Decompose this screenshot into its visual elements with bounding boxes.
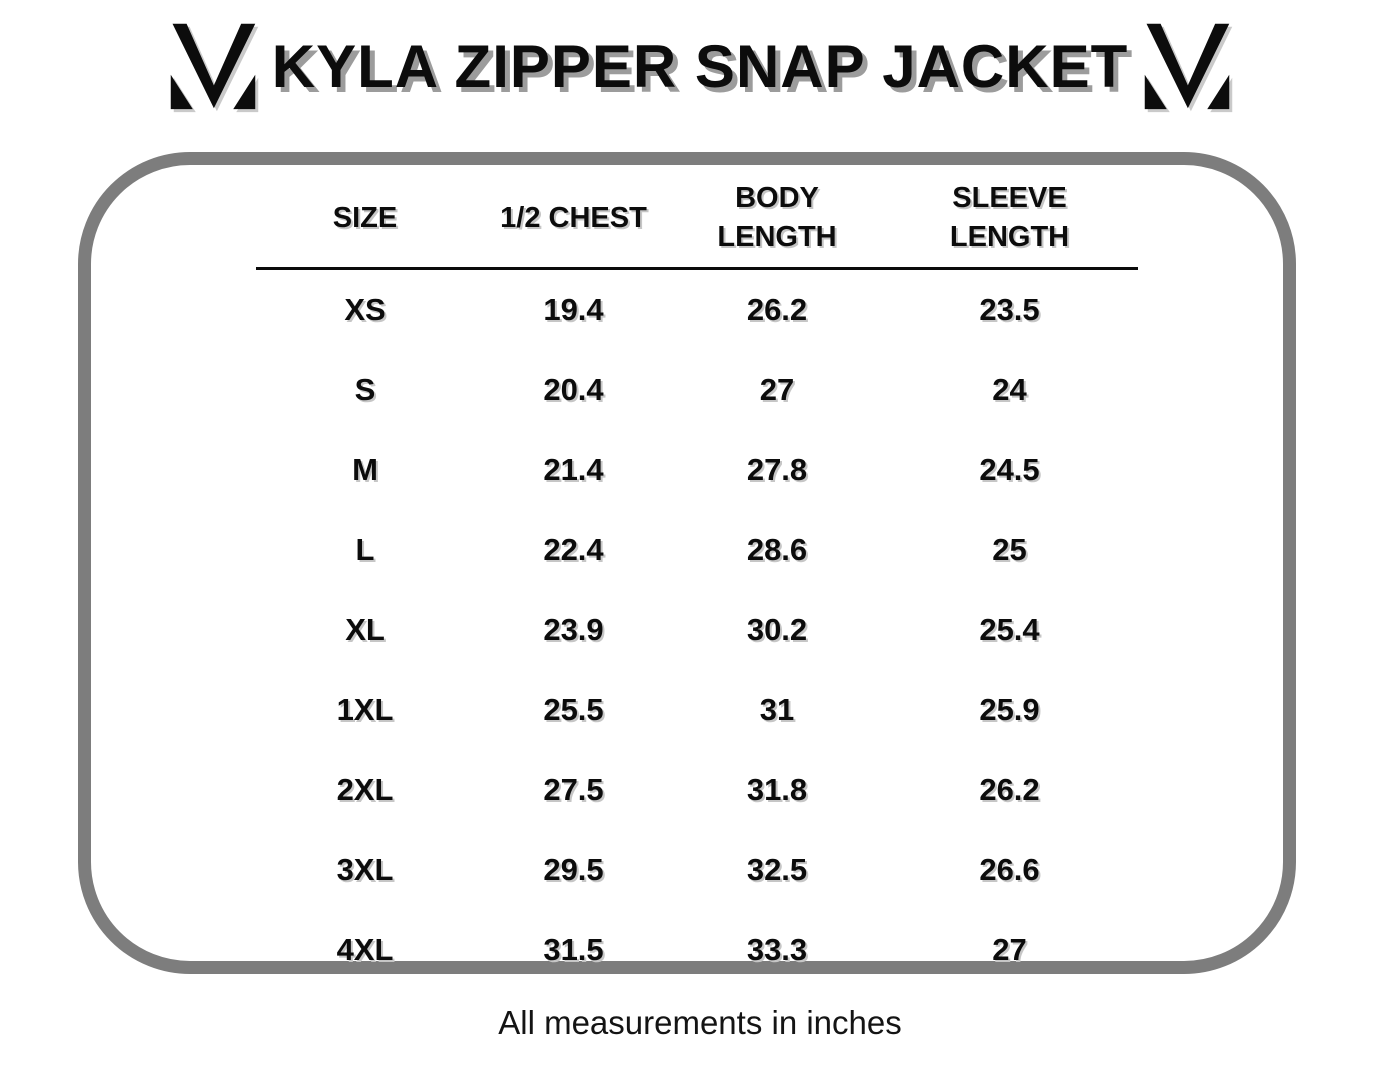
table-row: XS 19.4 26.2 23.5 [256, 270, 1138, 350]
sleeve-length-cell: 23.5 [979, 292, 1040, 328]
half-chest-cell: 29.5 [543, 852, 604, 888]
column-header-label: BODY [735, 182, 819, 214]
sleeve-length-cell: 25.4 [979, 612, 1040, 648]
column-header-label: SIZE [332, 201, 398, 234]
table-row: L 22.4 28.6 25 [256, 510, 1138, 590]
size-cell: 2XL [336, 772, 394, 808]
half-chest-cell: 27.5 [543, 772, 604, 808]
table-header-row: SIZE 1/2 CHEST BODY LENGTH SLEEVE LENGTH [256, 179, 1138, 271]
table-row: XL 23.9 30.2 25.4 [256, 590, 1138, 670]
body-length-cell: 32.5 [746, 852, 808, 888]
sleeve-length-cell: 24 [992, 372, 1027, 408]
half-chest-cell: 20.4 [543, 372, 604, 408]
size-chart-table: SIZE 1/2 CHEST BODY LENGTH SLEEVE LENGTH… [256, 179, 1138, 990]
size-cell: 1XL [336, 692, 394, 728]
half-chest-cell: 25.5 [543, 692, 604, 728]
body-length-cell: 31.8 [746, 772, 808, 808]
table-row: 2XL 27.5 31.8 26.2 [256, 750, 1138, 830]
size-chart-frame: SIZE 1/2 CHEST BODY LENGTH SLEEVE LENGTH… [78, 152, 1296, 974]
body-length-cell: 33.3 [746, 932, 808, 968]
table-row: S 20.4 27 24 [256, 350, 1138, 430]
size-cell: XL [345, 612, 385, 648]
page-title: KYLA ZIPPER SNAP JACKET [271, 32, 1129, 100]
footer-note: All measurements in inches [498, 1004, 902, 1041]
title-row: KYLA ZIPPER SNAP JACKET [0, 22, 1400, 110]
half-chest-cell: 21.4 [543, 452, 604, 488]
table-row: 1XL 25.5 31 25.9 [256, 670, 1138, 750]
size-cell: L [355, 532, 375, 568]
column-header-half-chest: 1/2 CHEST [474, 199, 673, 238]
body-length-cell: 26.2 [746, 292, 808, 328]
column-header-body-length: BODY LENGTH [673, 179, 881, 257]
size-cell: S [354, 372, 376, 408]
sleeve-length-cell: 26.2 [979, 772, 1040, 808]
body-length-cell: 27.8 [746, 452, 808, 488]
body-length-cell: 27 [759, 372, 795, 408]
column-header-label: SLEEVE [952, 182, 1067, 214]
column-header-size: SIZE [256, 199, 474, 238]
table-row: 4XL 31.5 33.3 27 [256, 910, 1138, 990]
body-length-cell: 30.2 [746, 612, 808, 648]
brand-m-logo-icon [170, 23, 256, 110]
column-header-label: 1/2 CHEST [500, 201, 647, 234]
half-chest-cell: 31.5 [543, 932, 604, 968]
sleeve-length-cell: 25.9 [979, 692, 1040, 728]
half-chest-cell: 23.9 [543, 612, 604, 648]
column-header-label: LENGTH [717, 221, 837, 254]
brand-m-logo-icon [1144, 23, 1230, 110]
size-cell: XS [344, 292, 386, 328]
size-cell: 3XL [336, 852, 394, 888]
size-cell: 4XL [336, 932, 394, 968]
column-header-label: LENGTH [949, 221, 1070, 254]
sleeve-length-cell: 25 [992, 532, 1027, 568]
table-row: 3XL 29.5 32.5 26.6 [256, 830, 1138, 910]
half-chest-cell: 22.4 [543, 532, 604, 568]
sleeve-length-cell: 24.5 [979, 452, 1040, 488]
size-cell: M [352, 452, 378, 488]
half-chest-cell: 19.4 [543, 292, 604, 328]
table-row: M 21.4 27.8 24.5 [256, 430, 1138, 510]
body-length-cell: 28.6 [746, 532, 808, 568]
sleeve-length-cell: 27 [992, 932, 1027, 968]
sleeve-length-cell: 26.6 [979, 852, 1040, 888]
body-length-cell: 31 [759, 692, 795, 728]
column-header-sleeve-length: SLEEVE LENGTH [881, 179, 1138, 257]
